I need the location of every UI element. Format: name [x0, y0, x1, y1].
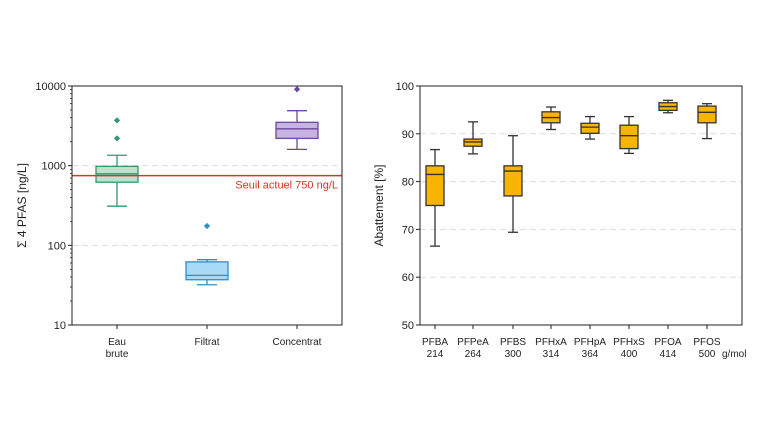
- compound-label-4: PFHpA: [574, 337, 607, 348]
- molar-mass-label-6: 414: [660, 349, 677, 360]
- compound-label-6: PFOA: [654, 337, 682, 348]
- compound-label-2: PFBS: [500, 337, 526, 348]
- y-tick-label-3: 80: [402, 177, 414, 189]
- outlier-0-0: [113, 135, 121, 142]
- molar-mass-label-3: 314: [543, 349, 560, 360]
- y-tick-label-2: 1000: [42, 161, 66, 173]
- x-tick-label-line: brute: [106, 349, 129, 360]
- box-1-box: [463, 138, 483, 147]
- molar-mass-label-0: 214: [427, 349, 444, 360]
- y-tick-label-0: 50: [402, 320, 414, 332]
- plot-frame: [419, 85, 743, 326]
- plot-frame: [71, 85, 343, 326]
- compound-label-1: PFPeA: [457, 337, 489, 348]
- pfas-concentration-chart: Eau brute Filtrat Concentrat Seuil actuel 75…: [15, 81, 343, 360]
- compound-label-3: PFHxA: [535, 337, 567, 348]
- x-tick-label-line: Concentrat: [273, 337, 322, 348]
- y-tick-label-2: 70: [402, 224, 414, 236]
- outlier-1-0: [203, 222, 211, 230]
- box-7-box: [697, 105, 717, 124]
- outlier-2-0: [293, 86, 301, 93]
- box-2-box: [275, 121, 319, 140]
- x-tick-label-line: Eau: [108, 337, 126, 348]
- compound-label-7: PFOS: [693, 337, 721, 348]
- compound-label-0: PFBA: [422, 337, 448, 348]
- molar-mass-label-4: 364: [582, 349, 599, 360]
- unit-label: g/mol: [722, 349, 746, 360]
- x-tick-label-1: Filtrat: [195, 337, 220, 348]
- y-tick-label-3: 10000: [35, 81, 66, 93]
- y-tick-label-1: 100: [48, 240, 66, 252]
- y-tick-label-0: 10: [54, 320, 66, 332]
- molar-mass-label-2: 300: [505, 349, 522, 360]
- y-tick-label-5: 100: [396, 81, 414, 93]
- molar-mass-label-1: 264: [465, 349, 482, 360]
- y-axis-label: Abattement [%]: [372, 164, 386, 246]
- y-axis-label: Σ 4 PFAS [ng/L]: [15, 163, 29, 248]
- molar-mass-label-7: 500: [699, 349, 716, 360]
- box-4-box: [580, 122, 600, 134]
- y-tick-label-4: 90: [402, 129, 414, 141]
- molar-mass-label-5: 400: [621, 349, 638, 360]
- outlier-0-1: [113, 117, 121, 124]
- x-tick-label-2: Concentrat: [273, 337, 322, 348]
- box-2-box: [503, 165, 523, 197]
- x-tick-label-0: Eau brute: [106, 337, 129, 360]
- x-tick-label-line: Filtrat: [195, 337, 220, 348]
- box-0-box: [425, 165, 445, 207]
- threshold-label: Seuil actuel 750 ng/L: [235, 180, 338, 192]
- y-tick-label-1: 60: [402, 272, 414, 284]
- compound-label-5: PFHxS: [613, 337, 645, 348]
- box-5-box: [619, 124, 639, 150]
- box-1-box: [185, 261, 229, 281]
